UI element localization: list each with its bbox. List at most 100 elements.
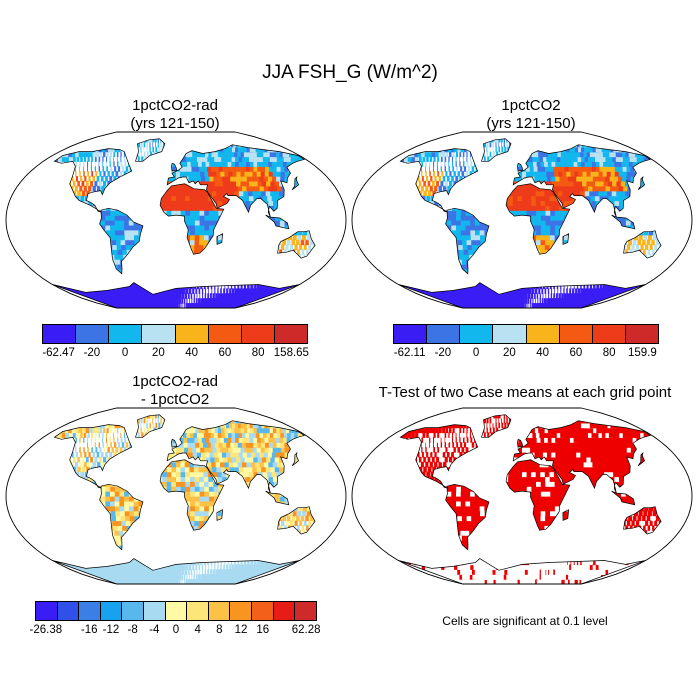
colorbar-swatch: [122, 602, 145, 620]
panel-1-title: 1pctCO2-rad (yrs 121-150): [130, 97, 220, 132]
colorbar-tick-label: -16: [80, 624, 98, 636]
coastline-samerica: [99, 207, 144, 275]
colorbar-tick-label: -62.47: [42, 347, 75, 359]
coastline-japan: [637, 452, 646, 466]
colorbar-swatch: [252, 602, 274, 620]
colorbar-swatch: [43, 325, 77, 343]
colorbar-swatch: [165, 602, 188, 620]
coastline-africa: [159, 183, 225, 255]
coastline-indonesia: [265, 214, 290, 230]
coastline-uk: [171, 162, 178, 172]
map-frame: [351, 131, 693, 309]
colorbar-swatch: [208, 602, 231, 620]
colorbar-tick-label: -62.11: [393, 347, 426, 359]
coastline-eurasia: [166, 420, 306, 494]
colorbar-swatch: [592, 325, 626, 343]
map-ttest: [351, 407, 693, 585]
colorbar-swatch: [76, 325, 110, 343]
colorbar-tick-label: -20: [83, 347, 101, 359]
colorbar-swatch: [36, 602, 58, 620]
coastline-greenland: [135, 138, 166, 162]
colorbar-swatch: [208, 325, 242, 343]
colorbar-swatch: [394, 325, 428, 343]
coastline-samerica: [99, 483, 144, 551]
coastline-madagascar: [216, 509, 224, 521]
colorbar-swatch: [175, 325, 209, 343]
colorbar-tick-label: 60: [569, 347, 583, 359]
colorbar-swatch: [526, 325, 560, 343]
coastline-indonesia: [611, 490, 636, 506]
colorbar-tick-label: -8: [127, 624, 138, 636]
colorbar-tick-label: -20: [434, 347, 452, 359]
colorbar-swatch: [493, 325, 527, 343]
coastline-indonesia: [611, 214, 636, 230]
coastline-japan: [291, 176, 300, 190]
colorbar-tick-label: 158.65: [273, 347, 309, 359]
coastline-japan: [637, 176, 646, 190]
colorbar-tick-label: -26.38: [29, 624, 63, 636]
colorbar-tick-label: 60: [218, 347, 232, 359]
colorbar-panel-2: [393, 324, 659, 344]
colorbar-tick-label: 40: [185, 347, 199, 359]
coastline-uk: [171, 438, 178, 448]
colorbar-swatch: [142, 325, 176, 343]
coastline-eurasia: [166, 144, 306, 218]
panel-4-title: T-Test of two Case means at each grid po…: [378, 384, 672, 401]
coastline-namerica: [399, 148, 479, 213]
coastline-antarctica: [52, 282, 300, 309]
coastline-africa: [505, 183, 571, 255]
colorbar-panel-1-labels: -62.47 -20 0 20 40 60 80 158.65: [42, 347, 309, 361]
colorbar-tick-label: 80: [251, 347, 265, 359]
colorbar-panel-2-labels: -62.11 -20 0 20 40 60 80 159.9: [393, 347, 659, 361]
map-difference: [5, 407, 347, 585]
colorbar-swatch: [460, 325, 494, 343]
colorbar-tick-label: 12: [234, 624, 248, 636]
colorbar-swatch: [625, 325, 658, 343]
colorbar-swatch: [273, 602, 296, 620]
coastline-namerica: [399, 424, 479, 489]
map-frame: [5, 407, 347, 585]
coastline-greenland: [135, 414, 166, 438]
coastline-antarctica: [398, 558, 646, 585]
colorbar-swatch: [79, 602, 101, 620]
panel-3-title: 1pctCO2-rad - 1pctCO2: [132, 373, 218, 408]
coastline-australia: [277, 230, 316, 259]
colorbar-swatch: [274, 325, 307, 343]
coastline-madagascar: [562, 509, 570, 521]
coastline-madagascar: [562, 233, 570, 245]
colorbar-swatch: [559, 325, 593, 343]
colorbar-tick-label: 159.9: [627, 347, 657, 359]
colorbar-swatch: [57, 602, 80, 620]
map-1pctco2-rad: [5, 131, 347, 309]
colorbar-tick-label: 8: [216, 624, 223, 636]
map-frame: [351, 407, 693, 585]
colorbar-swatch: [230, 602, 253, 620]
colorbar-swatch: [427, 325, 461, 343]
coastline-japan: [291, 452, 300, 466]
coastline-uk: [517, 438, 524, 448]
map-frame: [5, 131, 347, 309]
colorbar-tick-label: 0: [172, 624, 180, 636]
coastline-antarctica: [398, 282, 646, 309]
colorbar-panel-3-labels: -26.38 -16 -12 -8 -4 0 4 8 12 16 62.28: [30, 624, 321, 638]
coastline-africa: [159, 459, 225, 531]
colorbar-panel-3: [35, 601, 317, 621]
coastline-eurasia: [512, 144, 652, 218]
colorbar-swatch: [187, 602, 209, 620]
colorbar-swatch: [144, 602, 166, 620]
coastline-australia: [623, 230, 662, 259]
colorbar-swatch: [100, 602, 123, 620]
colorbar-swatch: [241, 325, 275, 343]
coastline-uk: [517, 162, 524, 172]
colorbar-tick-label: -12: [102, 624, 120, 636]
coastline-australia: [623, 506, 662, 535]
colorbar-tick-label: 40: [536, 347, 550, 359]
coastline-madagascar: [216, 233, 224, 245]
coastline-africa: [505, 459, 571, 531]
coastline-antarctica: [52, 558, 300, 585]
colorbar-tick-label: 62.28: [291, 624, 321, 636]
significance-note: Cells are significant at 0.1 level: [442, 614, 608, 628]
colorbar-tick-label: 0: [121, 347, 129, 359]
colorbar-panel-1: [42, 324, 308, 344]
coastline-indonesia: [265, 490, 290, 506]
